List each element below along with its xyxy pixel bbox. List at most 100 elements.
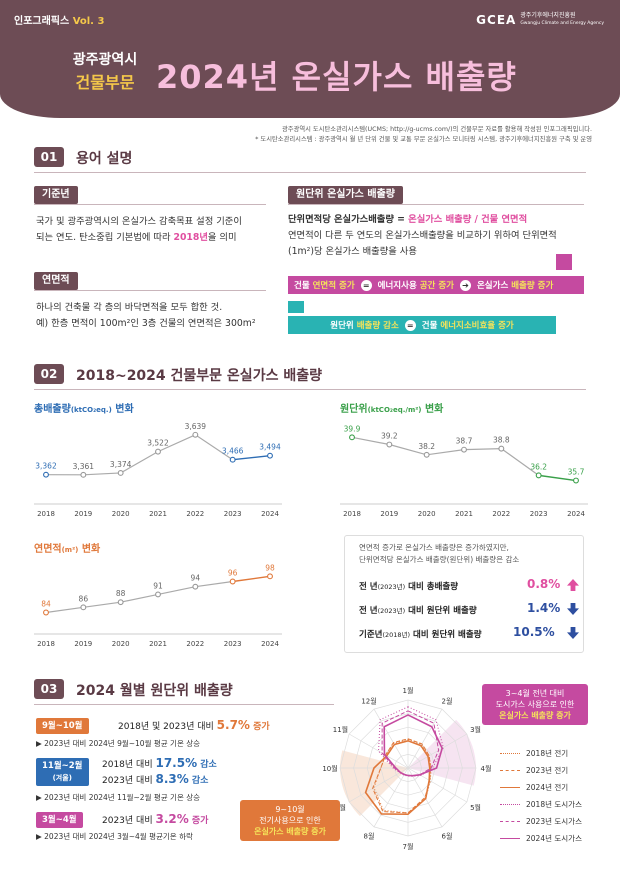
legend-label: 2018년 전기 [526, 749, 569, 758]
section2-title: 2018~2024 건물부문 온실가스 배출량 [76, 368, 322, 384]
total-tick-label: 2021 [149, 510, 167, 518]
legend-label: 2018년 도시가스 [526, 800, 582, 809]
area-tick-label: 2019 [74, 640, 92, 648]
legend-item: 2024년 도시가스 [500, 833, 582, 844]
area-desc: 하나의 건축물 각 층의 바닥면적을 모두 합한 것. 예) 한층 면적이 10… [36, 302, 256, 329]
radar-spoke [407, 733, 468, 769]
total-emissions-chart: 3,362 2018 3,361 2019 3,374 2020 3,522 2021 3,63… [34, 422, 282, 518]
legend-label: 2024년 전기 [526, 783, 569, 792]
winter-text-2: 2023년 대비 8.3% 감소 [102, 772, 209, 786]
legend-item: 2018년 도시가스 [500, 799, 582, 810]
radar-month-label: 8월 [364, 832, 375, 841]
radar-spoke [373, 708, 409, 769]
radar-series-2 [364, 739, 431, 816]
intensity-tick-label: 2024 [567, 510, 585, 518]
total-tick-label: 2024 [261, 510, 279, 518]
area-point [229, 578, 236, 585]
arrow-up-icon [567, 579, 579, 591]
section2-number: 02 [34, 364, 64, 384]
summary-value-total: 0.8% [527, 577, 561, 591]
radar-spoke [407, 708, 443, 769]
intensity-chain-2: 원단위 배출량 감소 = 건물 에너지소비효율 증가 [288, 316, 556, 334]
logo-sub: Gwangju Climate and Energy Agency [520, 21, 604, 26]
autumn-text: 2018년 및 2023년 대비 5.7% 증가 [118, 718, 270, 732]
legend-item: 2018년 전기 [500, 748, 568, 759]
intensity-chart-title: 원단위(ktCO₂eq./m²) 변화 [340, 404, 444, 415]
legend-item: 2023년 전기 [500, 765, 568, 776]
summary-box: 연면적 증가로 온실가스 배출량은 증가하였지만, 단위면적당 온실가스 배출량(… [344, 535, 584, 653]
area-data-label: 84 [41, 600, 51, 609]
arrow-down-icon-2 [567, 627, 579, 639]
section1-number: 01 [34, 147, 64, 167]
total-point [80, 471, 87, 478]
intensity-tick-label: 2021 [455, 510, 473, 518]
intensity-point [535, 472, 542, 479]
area-point [155, 591, 161, 598]
intensity-point [498, 445, 505, 452]
spring-text: 2023년 대비 3.2% 증가 [102, 812, 209, 826]
section3-title: 2024 월별 원단위 배출량 [76, 683, 233, 699]
area-tick-label: 2021 [149, 640, 167, 648]
area-chart-title: 연면적(m²) 변화 [34, 544, 101, 555]
total-data-label: 3,374 [110, 460, 132, 469]
area-point [192, 583, 199, 590]
total-point [155, 448, 161, 455]
intensity-tick-label: 2019 [380, 510, 398, 518]
total-point [192, 431, 199, 438]
radar-series-5 [383, 714, 444, 777]
agency-logo: GCEA 광주기후에너지진흥원 Gwangju Climate and Energ… [476, 12, 604, 27]
radar-month-label: 4월 [481, 764, 492, 773]
radar-spoke [407, 767, 468, 803]
baseyear-label: 기준년 [34, 186, 78, 204]
winter-text-1: 2018년 대비 17.5% 감소 [102, 756, 217, 770]
intensity-tick-label: 2020 [418, 510, 436, 518]
section2-divider [34, 389, 586, 390]
header-city: 광주광역시 [72, 52, 138, 68]
summary-row-total: 전 년(2023년) 대비 총배출량 [359, 582, 459, 592]
radar-month-label: 9월 [335, 803, 346, 812]
section1-divider [34, 172, 586, 173]
summary-note: 연면적 증가로 온실가스 배출량은 증가하였지만, 단위면적당 온실가스 배출량(… [359, 543, 520, 564]
intensity-data-label: 38.7 [456, 437, 473, 446]
area-data-label: 94 [191, 574, 201, 583]
legend-swatch [500, 821, 520, 822]
total-data-label: 3,522 [147, 439, 169, 448]
legend-item: 2023년 도시가스 [500, 816, 582, 827]
area-underline [34, 290, 266, 291]
area-line-recent [232, 575, 271, 583]
total-data-label: 3,494 [259, 443, 281, 452]
area-data-label: 86 [79, 594, 89, 603]
equals-icon: = [360, 279, 372, 291]
total-chart-title: 총배출량(ktCO₂eq.) 변화 [34, 404, 134, 415]
radar-month-label: 7월 [403, 842, 414, 850]
area-point [117, 599, 124, 606]
radar-series-4 [381, 710, 440, 777]
winter-note: ▶ 2023년 대비 2024년 11월~2월 평균 기온 상승 [36, 793, 201, 802]
radar-month-label: 12월 [361, 696, 376, 705]
area-tick-label: 2018 [37, 640, 55, 648]
intensity-chain-1: 건물 연면적 증가 = 에너지사용 공간 증가 ➔ 온실가스 배출량 증가 [288, 276, 584, 294]
radar-month-label: 5월 [470, 803, 481, 812]
area-tick-label: 2024 [261, 640, 279, 648]
radar-month-label: 3월 [470, 725, 481, 734]
intensity-tick-label: 2018 [343, 510, 361, 518]
intensity-point [461, 446, 467, 453]
radar-month-label: 11월 [333, 725, 348, 734]
total-tick-label: 2019 [74, 510, 92, 518]
total-tick-label: 2020 [112, 510, 130, 518]
logo-name: 광주기후에너지진흥원 [520, 12, 576, 19]
spring-callout: 3~4월 전년 대비 도시가스 사용으로 인한 온실가스 배출량 증가 [482, 684, 588, 725]
summary-value-baseline: 10.5% [513, 625, 555, 639]
intensity-point [386, 441, 393, 448]
radar-spoke [407, 767, 443, 828]
legend-label: 2023년 도시가스 [526, 817, 582, 826]
arrow-down-icon [567, 603, 579, 615]
intensity-chart: 39.9 2018 39.2 2019 38.2 2020 38.7 2021 38.8 2022… [340, 424, 588, 518]
radar-month-label: 10월 [322, 764, 337, 773]
area-tick-label: 2023 [224, 640, 242, 648]
intensity-data-label: 39.9 [344, 424, 361, 433]
building-icon [556, 254, 572, 270]
intensity-point [573, 477, 579, 484]
source-note-1: 광주광역시 도시탄소관리시스템(UCMS; http://g-ucms.com/… [281, 126, 592, 133]
area-tick-label: 2020 [112, 640, 130, 648]
